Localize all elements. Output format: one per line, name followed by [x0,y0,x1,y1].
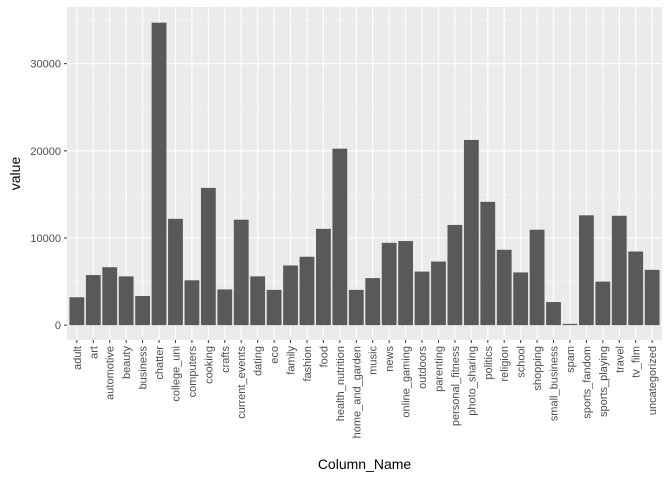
x-tick-label: uncategorized [647,346,659,415]
bar-fashion [299,256,315,326]
x-axis-title: Column_Name [318,456,412,472]
y-tick-label: 20000 [30,146,61,158]
x-tick-label: beauty [121,346,133,380]
x-tick-label: fashion [302,346,314,381]
bar-college_uni [168,218,183,326]
bar-parenting [431,261,446,326]
bar-uncategorized [644,269,660,326]
x-tick-label: outdoors [417,346,429,389]
bar-personal_fitness [447,224,463,326]
y-axis-ticks: 0 10000 20000 30000 [30,59,67,332]
x-tick-label: music [368,346,380,375]
y-tick-label: 30000 [30,59,61,71]
x-tick-label: religion [499,346,511,381]
bar-chatter [151,22,167,326]
bar-cooking [200,187,216,326]
bar-sports_playing [595,281,611,326]
bar-food [316,228,331,326]
x-tick-label: personal_fitness [450,346,462,427]
bar-eco [266,289,282,326]
x-tick-label: adult [72,346,84,370]
bar-crafts [217,289,233,326]
bar-sports_fandom [578,215,594,326]
bar-outdoors [414,271,430,326]
x-tick-label: business [138,346,150,390]
bar-spam [562,323,578,326]
x-tick-label: art [88,346,100,359]
x-tick-label: news [384,346,396,372]
x-tick-label: school [516,346,528,378]
bar-music [365,278,381,326]
x-axis-ticks: adult art automotive beauty business chatter c… [72,340,659,438]
bar-small_business [546,302,561,326]
x-tick-label: automotive [105,346,117,400]
x-tick-label: health_nutrition [335,346,347,421]
x-tick-label: politics [483,346,495,380]
x-tick-label: food [318,346,330,367]
bar-news [381,242,397,326]
bar-computers [184,280,200,326]
bar-current_events [233,219,249,326]
x-tick-label: shopping [532,346,544,391]
x-tick-label: small_business [549,346,561,422]
bar-photo_sharing [463,139,479,326]
bar-home_and_garden [348,289,364,326]
bar-family [283,265,298,326]
bars [69,22,660,326]
x-tick-label: chatter [154,346,166,380]
bar-travel [611,215,627,326]
bar-religion [496,249,512,326]
y-tick-label: 10000 [30,233,61,245]
x-tick-label: college_uni [170,346,182,402]
x-tick-label: tv_film [631,346,643,378]
x-tick-label: sports_fandom [581,346,593,419]
bar-adult [69,297,85,326]
bar-politics [480,201,496,326]
x-tick-label: photo_sharing [466,346,478,416]
bar-beauty [118,276,134,326]
bar-business [135,295,151,326]
x-tick-label: dating [253,346,265,376]
y-tick-label: 0 [55,320,61,332]
bar-shopping [529,229,545,326]
x-tick-label: family [286,346,298,375]
x-tick-label: parenting [433,346,445,392]
x-tick-label: online_gaming [401,346,413,418]
x-tick-label: current_events [236,346,248,419]
x-tick-label: spam [565,346,577,373]
bar-automotive [102,267,118,326]
bar-art [85,275,101,326]
bar-school [513,272,529,326]
x-tick-label: travel [614,346,626,373]
y-axis-title: value [7,157,23,191]
bar-tv_film [628,251,644,326]
x-tick-label: cooking [203,346,215,384]
x-tick-label: home_and_garden [351,346,363,438]
x-tick-label: sports_playing [598,346,610,417]
bar-dating [250,276,266,326]
x-tick-label: computers [187,346,199,398]
bar-online_gaming [398,241,413,326]
x-tick-label: crafts [220,346,232,373]
bar-health_nutrition [332,148,348,326]
x-tick-label: eco [269,346,281,364]
